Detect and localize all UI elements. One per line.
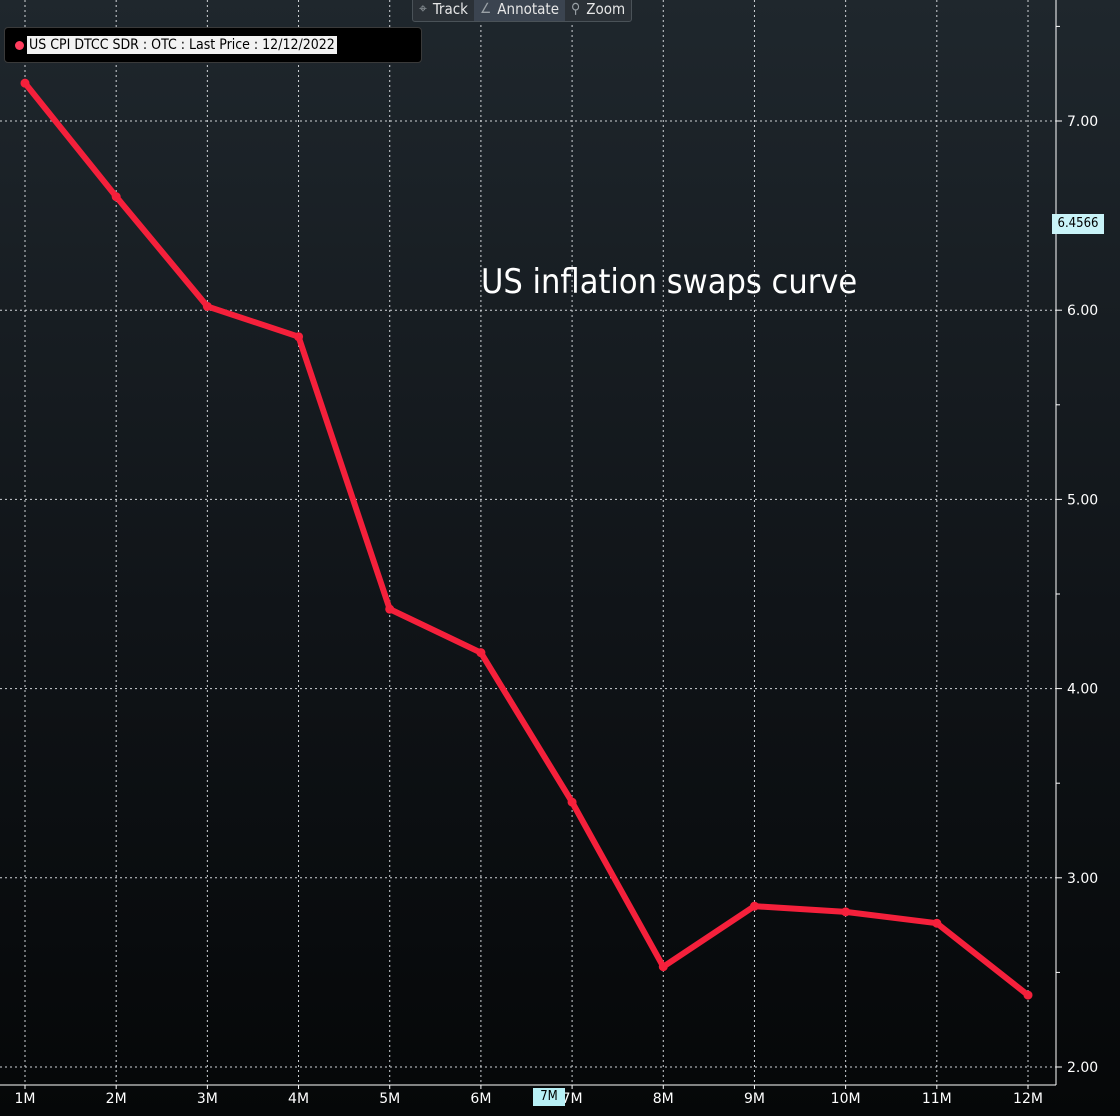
data-point[interactable] (567, 797, 577, 807)
chart-legend[interactable]: US CPI DTCC SDR : OTC : Last Price : 12/… (4, 27, 422, 63)
data-point[interactable] (932, 918, 942, 928)
axes: 2.00 3.00 4.00 5.00 6.00 7.00 1M 2M 3M 4M 5M 6M 7M 8M… (0, 0, 1098, 1107)
series-line[interactable] (22, 80, 1031, 999)
chart-title: US inflation swaps curve (481, 262, 858, 302)
y-tick-label: 5.00 (1067, 492, 1098, 508)
annotate-label: Annotate (497, 0, 560, 18)
data-point[interactable] (658, 962, 668, 972)
x-tick-label: 4M (288, 1091, 309, 1107)
pencil-icon: ∠ (479, 1, 492, 17)
x-tick-label: 12M (1013, 1091, 1043, 1107)
track-label: Track (432, 0, 468, 18)
x-tick-label: 5M (379, 1091, 400, 1107)
cursor-x-badge: 7M (533, 1088, 565, 1106)
data-point[interactable] (294, 332, 304, 342)
y-tick-label: 7.00 (1067, 114, 1098, 130)
x-tick-label: 2M (106, 1091, 127, 1107)
annotate-button[interactable]: ∠ Annotate (473, 0, 566, 21)
series (20, 78, 1033, 1000)
y-tick-label: 2.00 (1067, 1060, 1098, 1076)
x-tick-label: 9M (744, 1091, 765, 1107)
x-tick-label: 3M (197, 1091, 218, 1107)
data-point[interactable] (111, 192, 121, 202)
x-tick-label: 10M (831, 1091, 861, 1107)
x-tick-label: 1M (15, 1091, 36, 1107)
data-point[interactable] (841, 907, 851, 917)
track-button[interactable]: ⌖ Track (413, 0, 474, 21)
data-point[interactable] (385, 604, 395, 614)
data-point[interactable] (749, 901, 759, 911)
data-point[interactable] (20, 78, 30, 88)
chart-toolbar: ⌖ Track ∠ Annotate ⚲ Zoom (412, 0, 633, 22)
magnifier-icon: ⚲ (571, 1, 581, 17)
last-price-badge: 6.4566 (1052, 214, 1104, 234)
zoom-button[interactable]: ⚲ Zoom (565, 0, 631, 21)
x-tick-label: 7M (562, 1091, 583, 1107)
y-tick-label: 3.00 (1067, 871, 1098, 887)
legend-label: US CPI DTCC SDR : OTC : Last Price : 12/… (27, 36, 337, 54)
zoom-label: Zoom (586, 0, 626, 18)
y-tick-label: 4.00 (1067, 682, 1098, 698)
grid (0, 0, 1056, 1085)
data-point[interactable] (476, 648, 486, 658)
data-point[interactable] (202, 301, 212, 311)
x-tick-label: 8M (653, 1091, 674, 1107)
x-tick-label: 11M (922, 1091, 952, 1107)
x-tick-label: 6M (470, 1091, 491, 1107)
y-tick-label: 6.00 (1067, 303, 1098, 319)
data-point[interactable] (1023, 990, 1033, 1000)
crosshair-icon: ⌖ (419, 1, 427, 17)
legend-marker-icon (15, 40, 24, 50)
